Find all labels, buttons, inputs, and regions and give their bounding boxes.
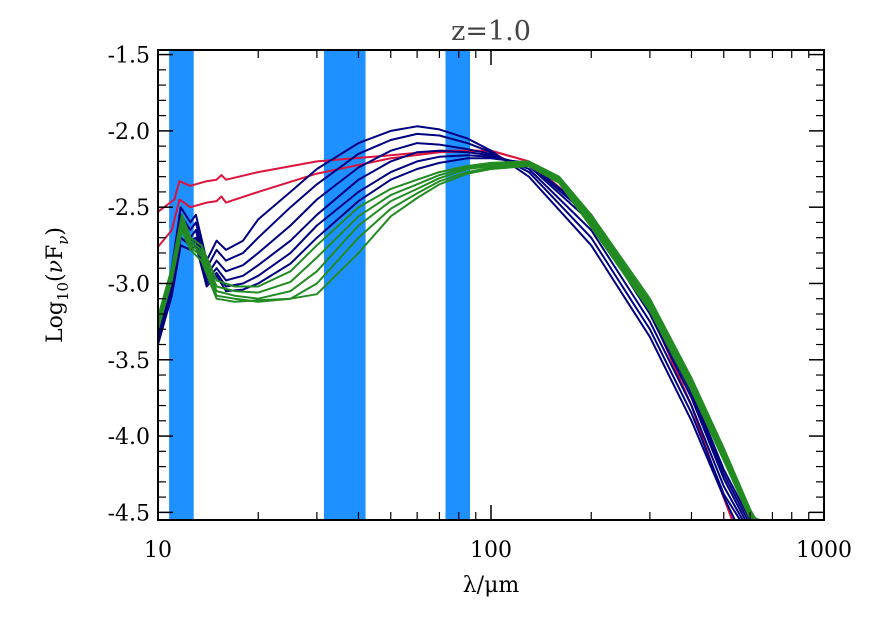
series-line-2: [158, 149, 734, 520]
series-line-13: [158, 165, 761, 520]
y-axis-label: Log10(νFν): [43, 227, 72, 343]
y-tick-label: -3.0: [108, 272, 150, 297]
tick-labels: 10 100 1000 -1.5 -2.0 -2.5 -3.0 -3.5 -4.0 -4.5: [108, 44, 852, 563]
series-line-10: [158, 161, 758, 520]
series-line-11: [158, 161, 759, 520]
series-line-1: [158, 149, 734, 520]
y-label-sub: 10: [54, 282, 72, 301]
y-label-nu: ν: [43, 260, 68, 273]
y-label-f: F: [43, 245, 68, 260]
y-label-subnu: ν: [54, 236, 72, 245]
x-tick-label: 1000: [796, 538, 852, 563]
series-line-12: [158, 163, 760, 520]
y-tick-label: -1.5: [108, 44, 150, 69]
series-line-5: [158, 142, 744, 520]
shaded-band-2: [323, 50, 366, 520]
shaded-bands: [169, 50, 471, 520]
y-label-open: (: [43, 273, 68, 282]
chart-title: z=1.0: [451, 16, 531, 47]
y-tick-label: -4.0: [108, 425, 150, 450]
series-line-9: [158, 160, 757, 520]
y-label-close: ): [43, 227, 68, 236]
y-tick-label: -2.0: [108, 120, 150, 145]
x-axis-label: λ/μm: [463, 573, 520, 598]
y-tick-label: -4.5: [108, 501, 150, 526]
x-tick-label: 10: [144, 538, 172, 563]
series-line-3: [158, 125, 736, 520]
y-tick-label: -2.5: [108, 196, 150, 221]
x-tick-label: 100: [470, 538, 512, 563]
y-tick-label: -3.5: [108, 349, 150, 374]
series-line-4: [158, 132, 741, 520]
shaded-band-3: [445, 50, 471, 520]
y-label-log: Log: [43, 301, 68, 343]
series-lines: [158, 125, 761, 520]
axis-ticks: [157, 50, 825, 520]
